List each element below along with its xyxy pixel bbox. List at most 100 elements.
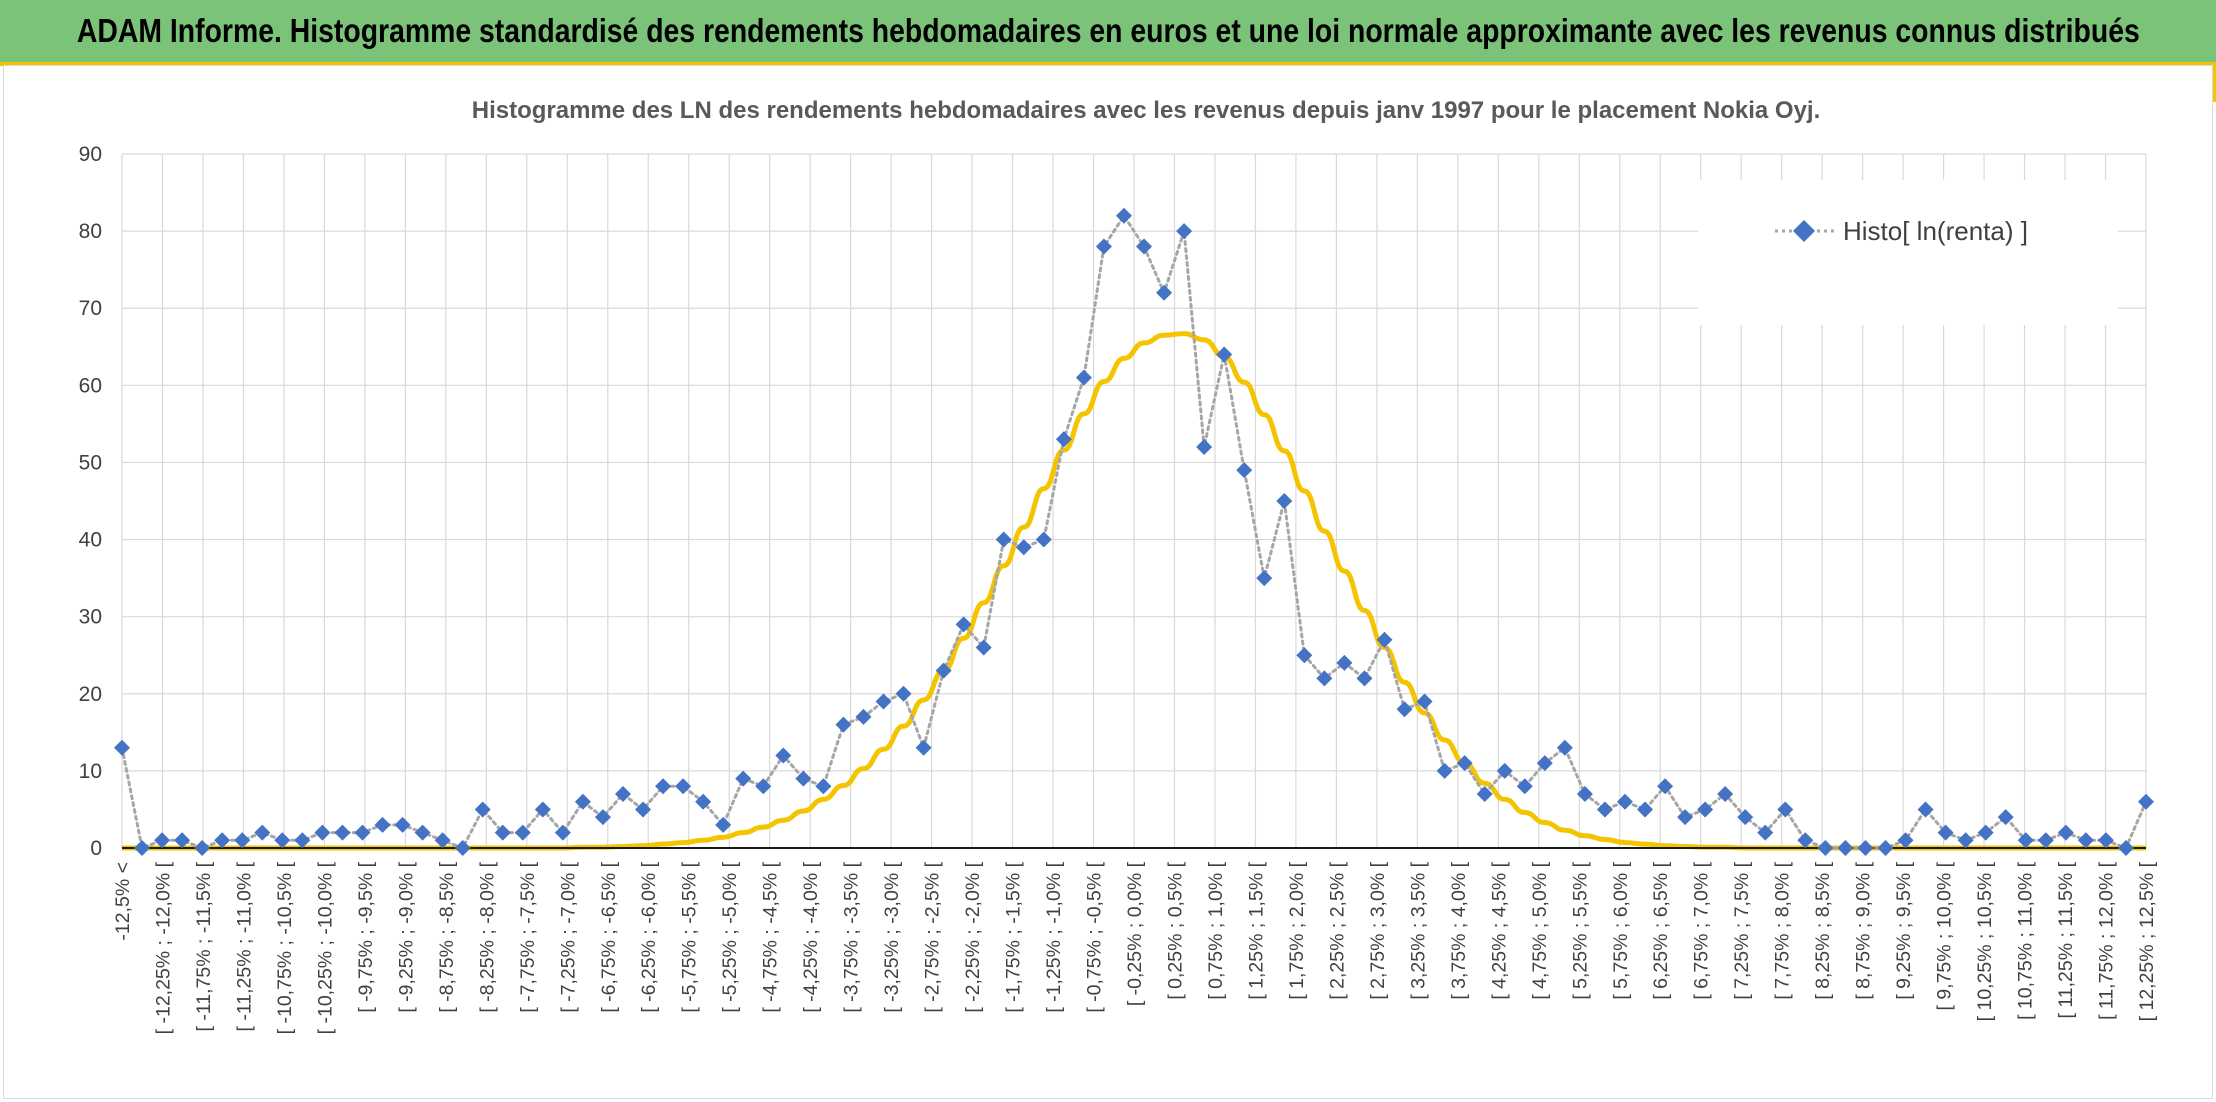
x-tick-label: [ -10,75% ; -10,5% [ xyxy=(274,861,296,1034)
histogram-point xyxy=(1957,832,1974,849)
x-tick-label: [ 12,25% ; 12,5% [ xyxy=(2136,861,2158,1021)
x-tick-label: [ 4,75% ; 5,0% [ xyxy=(1529,861,1551,999)
histogram-point xyxy=(1376,631,1393,648)
x-tick-label: [ 10,25% ; 10,5% [ xyxy=(1974,861,1996,1021)
histogram-point xyxy=(775,747,792,764)
x-tick-label: [ 3,25% ; 3,5% [ xyxy=(1407,861,1429,999)
histogram-point xyxy=(374,816,391,833)
histogram-point xyxy=(114,739,130,756)
histogram-point xyxy=(1095,238,1112,255)
histogram-point xyxy=(1697,801,1714,818)
histogram-point xyxy=(1035,531,1052,548)
x-tick-label: [ -8,25% ; -8,0% [ xyxy=(476,861,498,1012)
histogram-point xyxy=(1236,462,1253,479)
x-tick-label: [ 5,25% ; 5,5% [ xyxy=(1569,861,1591,999)
histogram-point xyxy=(1817,840,1834,856)
x-tick-label: [ -9,75% ; -9,5% [ xyxy=(355,861,377,1012)
histogram-point xyxy=(2017,832,2034,849)
histogram-point xyxy=(1416,693,1433,710)
chart-title: Histogramme des LN des rendements hebdom… xyxy=(472,97,1821,124)
x-tick-label: [ 0,75% ; 1,0% [ xyxy=(1205,861,1227,999)
histogram-point xyxy=(554,824,571,841)
x-tick-label: [ 9,25% ; 9,5% [ xyxy=(1893,861,1915,999)
x-tick-label: [ 7,25% ; 7,5% [ xyxy=(1731,861,1753,999)
histogram-point xyxy=(2138,793,2154,810)
legend-label: Histo[ ln(renta) ] xyxy=(1843,216,2028,246)
x-tick-label: [ -0,25% ; 0,0% [ xyxy=(1124,861,1146,1006)
histogram-point xyxy=(1516,778,1533,795)
histogram-point xyxy=(294,832,311,849)
histogram-point xyxy=(1276,493,1293,509)
histogram-point xyxy=(1616,793,1633,810)
histogram-point xyxy=(534,801,551,818)
histogram-point xyxy=(154,832,171,849)
histogram-point xyxy=(194,840,211,856)
histogram-point xyxy=(1797,832,1814,849)
histogram-point xyxy=(995,531,1012,548)
x-tick-label: [ 9,75% ; 10,0% [ xyxy=(1934,861,1956,1010)
histogram-point xyxy=(1176,223,1193,240)
y-tick-label: 60 xyxy=(79,374,102,397)
series-layer xyxy=(114,207,2154,856)
y-tick-label: 30 xyxy=(79,606,102,629)
histogram-point xyxy=(274,832,291,849)
x-tick-label: [ 4,25% ; 4,5% [ xyxy=(1488,861,1510,999)
histogram-point xyxy=(1777,801,1794,818)
histogram-point xyxy=(1536,755,1553,772)
histogram-point xyxy=(1717,786,1734,803)
x-tick-label: [ -2,75% ; -2,5% [ xyxy=(922,861,944,1012)
histogram-point xyxy=(354,824,371,841)
histogram-point xyxy=(234,832,251,849)
histogram-point xyxy=(1476,786,1493,803)
y-tick-label: 20 xyxy=(79,683,102,706)
histogram-point xyxy=(574,793,591,810)
histogram-point xyxy=(655,778,672,795)
x-tick-label: [ -12,25% ; -12,0% [ xyxy=(152,861,174,1034)
histogram-point xyxy=(1256,570,1273,587)
histogram-point xyxy=(2057,824,2074,841)
histogram-point xyxy=(795,770,812,787)
x-tick-label: [ 11,75% ; 12,0% [ xyxy=(2096,861,2118,1019)
report-header-bar: ADAM Informe. Histogramme standardisé de… xyxy=(0,0,2216,65)
histogram-point xyxy=(494,824,511,841)
accent-strip-left xyxy=(0,62,4,66)
histogram-point xyxy=(735,770,752,787)
histogram-point xyxy=(1356,670,1373,687)
histogram-point xyxy=(1136,238,1153,255)
histogram-point xyxy=(314,824,331,841)
x-tick-label: [ -7,25% ; -7,0% [ xyxy=(557,861,579,1012)
histogram-point xyxy=(594,809,611,826)
histogram-point xyxy=(1997,809,2014,826)
y-tick-label: 0 xyxy=(90,837,102,860)
histogram-point xyxy=(1316,670,1333,687)
x-tick-label: [ -4,25% ; -4,0% [ xyxy=(800,861,822,1012)
histogram-point xyxy=(915,739,932,756)
histogram-point xyxy=(614,786,631,803)
histogram-point xyxy=(214,832,231,849)
x-tick-label: [ 5,75% ; 6,0% [ xyxy=(1610,861,1632,999)
x-tick-label: [ -4,75% ; -4,5% [ xyxy=(760,861,782,1012)
y-axis-ticks: 0 10 20 30 40 50 60 70 80 90 xyxy=(79,143,102,860)
histogram-point xyxy=(975,639,992,656)
histogram-point xyxy=(715,816,732,833)
histogram-point xyxy=(2077,832,2094,849)
histogram-point xyxy=(1156,284,1173,301)
x-tick-label: [ -6,25% ; -6,0% [ xyxy=(638,861,660,1012)
x-tick-label: [ -9,25% ; -9,0% [ xyxy=(395,861,417,1012)
x-tick-label: [ 0,25% ; 0,5% [ xyxy=(1164,861,1186,999)
histogram-point xyxy=(1977,824,1994,841)
histogram-point xyxy=(474,801,491,818)
histogram-point xyxy=(1496,762,1513,779)
histogram-point xyxy=(1917,801,1934,818)
histogram-point xyxy=(935,662,952,679)
grid-layer xyxy=(121,153,2147,848)
histogram-point xyxy=(2117,840,2134,856)
histogram-point xyxy=(1877,840,1894,856)
x-tick-label: [ -6,75% ; -6,5% [ xyxy=(598,861,620,1012)
histogram-point xyxy=(1897,832,1914,849)
histogram-point xyxy=(1216,346,1233,363)
x-tick-label: [ -5,75% ; -5,5% [ xyxy=(679,861,701,1012)
y-tick-label: 10 xyxy=(79,760,102,783)
x-tick-label: [ 8,25% ; 8,5% [ xyxy=(1812,861,1834,999)
